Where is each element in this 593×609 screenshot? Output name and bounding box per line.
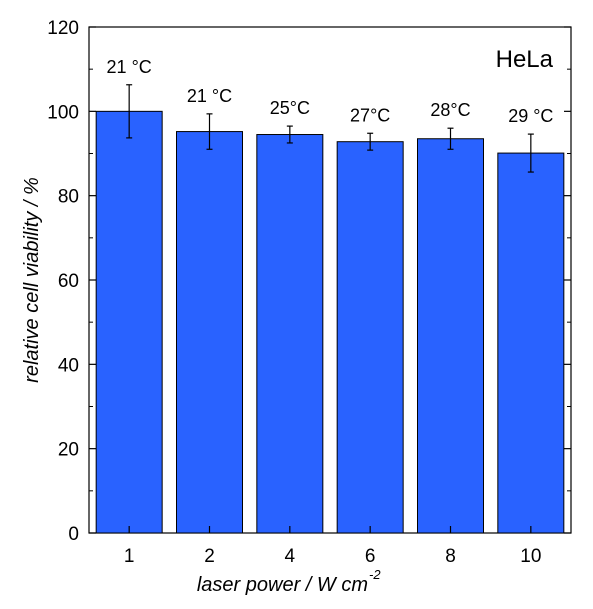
- panel-label: HeLa: [496, 46, 554, 73]
- y-tick-label: 0: [68, 524, 79, 545]
- y-tick-label: 40: [58, 355, 79, 376]
- data-label: 27°C: [350, 105, 390, 125]
- y-ticks: 0 20 40 60 80 100 120: [47, 18, 571, 545]
- bar: [336, 141, 404, 534]
- x-axis-title-superscript: -2: [369, 567, 381, 582]
- error-bars: [126, 84, 534, 173]
- bar: [417, 138, 484, 534]
- x-axis-title: laser power / W cm: [197, 574, 368, 596]
- data-label: 25°C: [270, 98, 310, 118]
- x-tick-label: 10: [520, 546, 541, 567]
- y-axis-title: relative cell viability / %: [21, 177, 43, 383]
- data-label: 21 °C: [107, 57, 152, 77]
- y-tick-label: 100: [47, 102, 79, 123]
- x-tick-label: 8: [445, 546, 456, 567]
- x-tick-label: 1: [124, 546, 135, 567]
- x-tick-label: 4: [285, 546, 296, 567]
- data-label: 21 °C: [187, 86, 232, 106]
- y-tick-label: 60: [58, 271, 79, 292]
- data-label: 29 °C: [508, 106, 553, 126]
- data-label: 28°C: [430, 100, 470, 120]
- bar: [497, 152, 565, 534]
- bars: [95, 110, 565, 534]
- x-tick-label: 2: [204, 546, 215, 567]
- x-ticks: 1 2 4 6 8 10: [124, 526, 541, 567]
- y-tick-label: 80: [58, 187, 79, 208]
- y-tick-label: 20: [58, 440, 79, 461]
- y-tick-label: 120: [47, 18, 79, 39]
- bar: [95, 110, 163, 534]
- data-labels: 21 °C 21 °C 25°C 27°C 28°C 29 °C: [107, 57, 554, 126]
- bar: [256, 134, 324, 534]
- x-tick-label: 6: [365, 546, 376, 567]
- bar: [176, 131, 243, 534]
